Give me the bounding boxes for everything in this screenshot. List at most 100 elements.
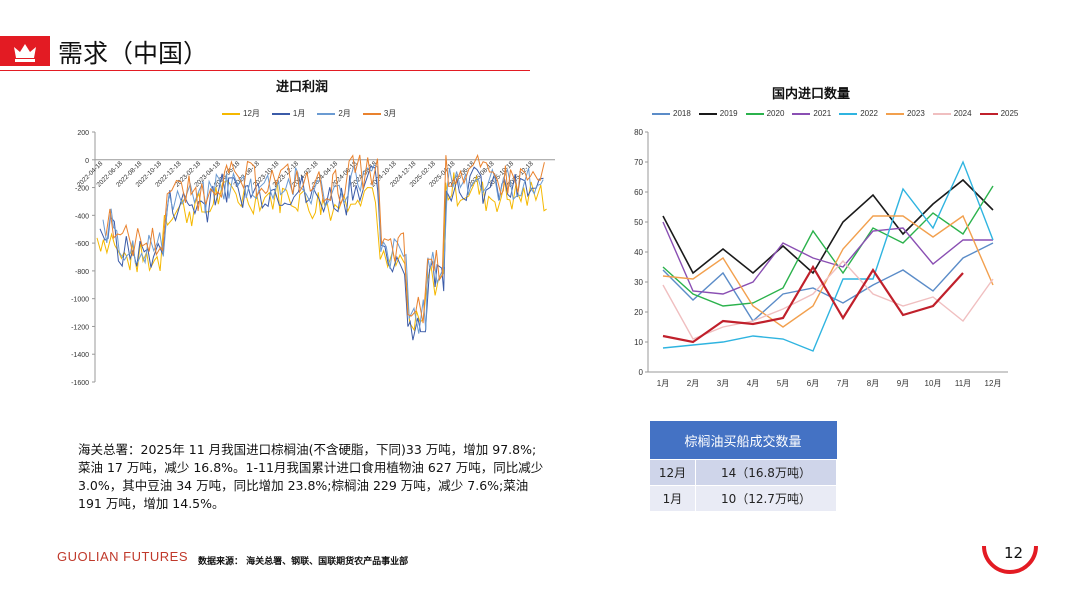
table-row: 1月 10（12.7万吨） bbox=[649, 485, 838, 512]
legend-swatch bbox=[932, 112, 951, 115]
y-tick-label: -1200 bbox=[71, 324, 89, 331]
x-tick-label: 10月 bbox=[925, 379, 942, 388]
legend-item: 2024 bbox=[932, 109, 972, 118]
header-divider bbox=[0, 70, 530, 71]
legend-item: 3月 bbox=[362, 108, 397, 119]
legend-item: 2019 bbox=[698, 109, 738, 118]
y-tick-label: -800 bbox=[75, 269, 89, 276]
series-line-2023 bbox=[662, 214, 994, 328]
table-header: 棕榈油买船成交数量 bbox=[649, 421, 837, 460]
y-tick-label: -1000 bbox=[71, 297, 89, 304]
y-tick-label: 0 bbox=[639, 368, 644, 377]
legend-label: 1月 bbox=[292, 109, 306, 118]
y-tick-label: 10 bbox=[634, 338, 643, 347]
y-tick-label: -1400 bbox=[71, 352, 89, 359]
x-tick-label: 4月 bbox=[747, 379, 759, 388]
y-tick-label: -600 bbox=[75, 241, 89, 248]
legend-label: 2025 bbox=[1000, 109, 1019, 118]
series-line-2021 bbox=[662, 221, 993, 295]
profit-series-line bbox=[96, 172, 547, 332]
legend-swatch bbox=[652, 112, 670, 115]
right-chart-title: 国内进口数量 bbox=[772, 87, 851, 102]
y-tick-label: 200 bbox=[77, 130, 89, 137]
legend-item: 1月 bbox=[271, 108, 306, 119]
table-cell-value: 10（12.7万吨） bbox=[694, 485, 838, 512]
legend-label: 3月 bbox=[383, 109, 397, 118]
x-tick-label: 11月 bbox=[955, 379, 971, 388]
legend-item: 2月 bbox=[317, 108, 351, 119]
profit-series-line bbox=[99, 165, 544, 341]
summary-text: 海关总署：2025年 11 月我国进口棕榈油(不含硬脂，下同)33 万吨，增加 … bbox=[78, 442, 544, 511]
legend-label: 2023 bbox=[906, 109, 925, 118]
y-tick-label: -1600 bbox=[71, 380, 89, 387]
x-tick-label: 9月 bbox=[897, 379, 909, 388]
y-tick-label: -400 bbox=[75, 213, 89, 220]
import-profit-chart: 200 0 -200 -400 -600 -800 -1000 -1200 -1400 -1600… bbox=[71, 130, 555, 387]
crown-icon bbox=[14, 44, 36, 62]
legend-item: 2018 bbox=[652, 109, 691, 118]
profit-series-line bbox=[102, 164, 544, 334]
legend-label: 2024 bbox=[953, 109, 972, 118]
x-tick-label: 2月 bbox=[687, 379, 699, 388]
table-cell-month: 12月 bbox=[649, 459, 696, 486]
y-tick-label: 60 bbox=[634, 188, 643, 197]
legend-label: 2020 bbox=[766, 109, 785, 118]
legend-item: 12月 bbox=[222, 108, 260, 119]
legend-label: 2月 bbox=[338, 109, 351, 118]
legend-swatch bbox=[839, 112, 858, 115]
legend-label: 2021 bbox=[813, 109, 832, 118]
y-tick-label: 80 bbox=[634, 128, 643, 137]
purchase-table: 棕榈油买船成交数量 12月 14（16.8万吨） 1月 10（12.7万吨） bbox=[649, 421, 838, 512]
table-cell-value: 14（16.8万吨） bbox=[694, 459, 838, 486]
legend-swatch bbox=[317, 112, 336, 115]
legend-item: 2020 bbox=[745, 109, 785, 118]
x-tick-label: 1月 bbox=[657, 379, 669, 388]
x-tick-label: 8月 bbox=[867, 379, 879, 388]
right-chart-legend: 2018 2019 2020 2021 2022 2023 2024 2025 bbox=[652, 109, 1018, 118]
company-logo: GUOLIAN FUTURES bbox=[57, 549, 189, 564]
page-title: 需求（中国） bbox=[58, 39, 209, 68]
legend-swatch bbox=[979, 112, 998, 115]
y-tick-label: 0 bbox=[85, 158, 89, 165]
header-badge bbox=[0, 36, 50, 66]
legend-swatch bbox=[792, 112, 811, 115]
legend-label: 12月 bbox=[243, 109, 260, 118]
legend-item: 2023 bbox=[885, 109, 925, 118]
x-tick-label: 7月 bbox=[837, 379, 849, 388]
series-line-2022 bbox=[662, 160, 994, 352]
page-arc-icon bbox=[982, 545, 1038, 574]
series-line-2025 bbox=[662, 264, 964, 344]
y-tick-label: 30 bbox=[634, 278, 643, 287]
y-tick-label: 70 bbox=[634, 158, 643, 167]
y-tick-label: 40 bbox=[634, 248, 643, 257]
legend-swatch bbox=[362, 112, 381, 115]
y-tick-label: 20 bbox=[634, 308, 643, 317]
left-chart-title: 进口利润 bbox=[276, 80, 329, 95]
legend-item: 2025 bbox=[979, 109, 1019, 118]
series-line-2018 bbox=[662, 242, 994, 323]
page-number: 12 bbox=[1004, 544, 1024, 562]
y-tick-label: -200 bbox=[75, 186, 89, 193]
legend-swatch bbox=[222, 112, 240, 115]
legend-swatch bbox=[698, 112, 717, 115]
table-row: 12月 14（16.8万吨） bbox=[649, 459, 838, 486]
legend-swatch bbox=[745, 112, 764, 115]
data-source: 数据来源： 海关总署、钢联、国联期货农产品事业部 bbox=[198, 557, 409, 567]
y-tick-label: 50 bbox=[634, 218, 643, 227]
series-line-2019 bbox=[662, 178, 994, 275]
legend-label: 2022 bbox=[860, 109, 878, 118]
legend-item: 2022 bbox=[839, 109, 878, 118]
table-cell-month: 1月 bbox=[649, 485, 696, 512]
legend-label: 2019 bbox=[719, 109, 738, 118]
x-tick-label: 12月 bbox=[985, 379, 1002, 388]
left-chart-legend: 12月 1月 2月 3月 bbox=[222, 108, 396, 119]
x-tick-label: 3月 bbox=[717, 379, 729, 388]
x-tick-label: 5月 bbox=[777, 379, 789, 388]
profit-series-line bbox=[105, 153, 545, 324]
legend-item: 2021 bbox=[792, 109, 831, 118]
import-volume-chart: 0 10 20 30 40 50 60 70 80 1月 2月 3月 4月 5月 6月 7月 8月 9月 10月 11… bbox=[634, 128, 1008, 388]
legend-swatch bbox=[271, 112, 290, 115]
legend-label: 2018 bbox=[673, 109, 691, 118]
x-tick-label: 6月 bbox=[807, 379, 819, 388]
legend-swatch bbox=[885, 112, 904, 115]
